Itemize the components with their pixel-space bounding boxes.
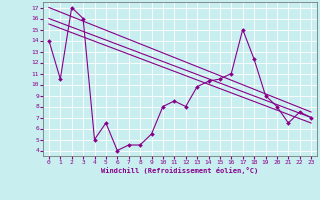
X-axis label: Windchill (Refroidissement éolien,°C): Windchill (Refroidissement éolien,°C) [101,167,259,174]
